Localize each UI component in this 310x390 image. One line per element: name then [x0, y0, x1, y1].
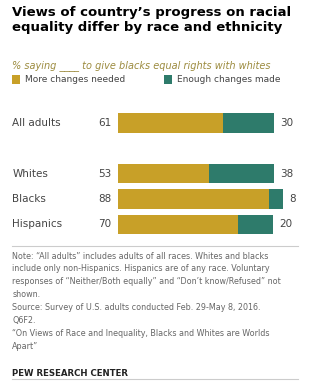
Text: Source: Survey of U.S. adults conducted Feb. 29-May 8, 2016.: Source: Survey of U.S. adults conducted …: [12, 303, 261, 312]
Text: 53: 53: [98, 168, 112, 179]
Text: 30: 30: [281, 118, 294, 128]
Text: Views of country’s progress on racial
equality differ by race and ethnicity: Views of country’s progress on racial eq…: [12, 6, 291, 34]
Text: “On Views of Race and Inequality, Blacks and Whites are Worlds: “On Views of Race and Inequality, Blacks…: [12, 329, 270, 338]
Text: Note: “All adults” includes adults of all races. Whites and blacks: Note: “All adults” includes adults of al…: [12, 252, 269, 261]
Text: Whites: Whites: [12, 168, 48, 179]
Text: 20: 20: [279, 219, 292, 229]
Text: 8: 8: [289, 194, 296, 204]
Text: Apart”: Apart”: [12, 342, 39, 351]
Text: responses of “Neither/Both equally” and “Don’t know/Refused” not: responses of “Neither/Both equally” and …: [12, 277, 281, 286]
Text: 88: 88: [98, 194, 112, 204]
Text: Hispanics: Hispanics: [12, 219, 63, 229]
Text: More changes needed: More changes needed: [25, 75, 125, 84]
Text: 70: 70: [99, 219, 112, 229]
Text: % saying ____ to give blacks equal rights with whites: % saying ____ to give blacks equal right…: [12, 60, 271, 71]
Text: PEW RESEARCH CENTER: PEW RESEARCH CENTER: [12, 369, 128, 378]
Text: include only non-Hispanics. Hispanics are of any race. Voluntary: include only non-Hispanics. Hispanics ar…: [12, 264, 270, 273]
Text: shown.: shown.: [12, 290, 41, 299]
Text: 61: 61: [98, 118, 112, 128]
Text: Enough changes made: Enough changes made: [177, 75, 280, 84]
Text: Blacks: Blacks: [12, 194, 46, 204]
Text: 38: 38: [281, 168, 294, 179]
Text: All adults: All adults: [12, 118, 61, 128]
Text: Q6F2.: Q6F2.: [12, 316, 36, 325]
